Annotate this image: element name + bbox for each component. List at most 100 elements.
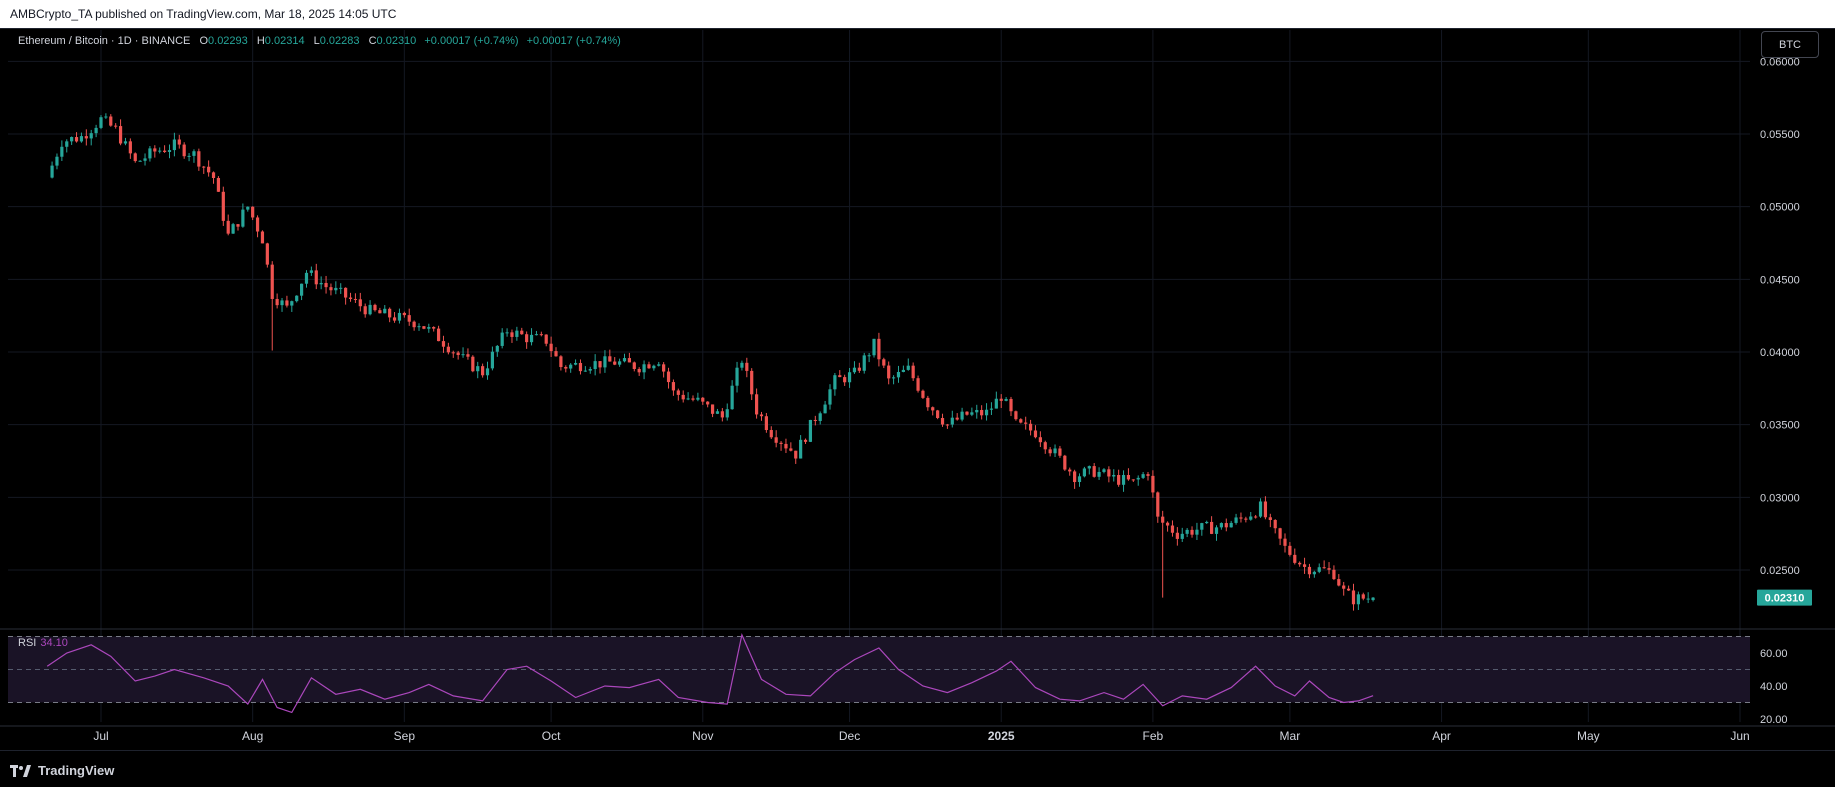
candle-up xyxy=(476,366,480,372)
candle-down xyxy=(559,356,563,368)
candle-up xyxy=(833,375,837,390)
price-axis-label: 0.06000 xyxy=(1760,56,1800,68)
candle-down xyxy=(412,321,416,328)
candle-up xyxy=(730,385,734,410)
tradingview-logo[interactable]: TradingView xyxy=(10,763,114,778)
candle-down xyxy=(182,144,186,157)
candle-up xyxy=(192,151,196,156)
candle-up xyxy=(1205,521,1209,524)
candle-up xyxy=(593,361,597,370)
candle-down xyxy=(1126,474,1131,480)
candle-down xyxy=(794,450,798,459)
candle-down xyxy=(691,398,695,400)
candle-up xyxy=(143,158,147,161)
candle-up xyxy=(1371,597,1375,601)
candle-down xyxy=(446,346,450,353)
candle-down xyxy=(329,287,333,291)
candle-down xyxy=(163,150,167,152)
candle-down xyxy=(720,411,724,418)
candle-up xyxy=(515,330,519,337)
candle-up xyxy=(740,362,744,368)
candle-up xyxy=(1097,471,1101,477)
rsi-axis-label: 20.00 xyxy=(1760,714,1788,726)
candle-up xyxy=(65,141,69,147)
candle-up xyxy=(397,312,402,321)
candle-down xyxy=(769,430,773,438)
candle-down xyxy=(1210,521,1214,534)
candle-down xyxy=(838,375,842,378)
candle-up xyxy=(138,160,142,162)
candle-down xyxy=(1263,501,1268,518)
candle-up xyxy=(309,270,313,273)
candle-down xyxy=(710,404,715,414)
currency-button[interactable]: BTC xyxy=(1761,31,1819,58)
candle-down xyxy=(84,136,88,139)
candle-up xyxy=(461,354,465,356)
candle-down xyxy=(1170,525,1175,533)
candle-down xyxy=(1063,455,1067,470)
candle-down xyxy=(1239,517,1243,519)
candle-down xyxy=(1009,398,1013,412)
candle-down xyxy=(750,370,754,395)
candle-up xyxy=(652,365,656,369)
candle-down xyxy=(177,139,181,145)
candle-down xyxy=(466,354,470,357)
candle-up xyxy=(319,282,323,285)
candle-down xyxy=(676,390,680,395)
candle-down xyxy=(118,126,123,144)
candle-down xyxy=(226,220,230,234)
candle-up xyxy=(1200,523,1204,530)
price-axis-label: 0.04500 xyxy=(1760,274,1800,286)
close-label: C xyxy=(368,35,377,47)
candle-down xyxy=(1073,471,1077,483)
candle-up xyxy=(1234,517,1238,523)
candle-down xyxy=(510,332,514,337)
candle-down xyxy=(520,330,524,335)
candle-up xyxy=(50,165,54,178)
candle-up xyxy=(1249,516,1253,520)
candle-up xyxy=(901,369,905,372)
candle-down xyxy=(1268,517,1272,521)
candle-up xyxy=(735,367,739,386)
candle-up xyxy=(603,356,607,368)
candle-down xyxy=(1244,518,1248,520)
candle-up xyxy=(622,358,627,362)
candle-down xyxy=(706,401,710,405)
candle-up xyxy=(1112,474,1116,477)
candle-up xyxy=(231,224,235,234)
candle-up xyxy=(725,409,729,418)
candle-up xyxy=(304,272,309,284)
symbol-title[interactable]: Ethereum / Bitcoin · 1D · BINANCE xyxy=(18,35,191,47)
rsi-label[interactable]: RSI xyxy=(18,637,37,649)
candle-down xyxy=(637,368,641,373)
candle-down xyxy=(275,298,279,306)
candle-down xyxy=(216,178,221,192)
candle-down xyxy=(1092,466,1096,477)
price-axis-label: 0.05000 xyxy=(1760,202,1800,214)
candle-down xyxy=(1014,411,1018,420)
candle-up xyxy=(975,409,979,413)
candle-down xyxy=(539,334,543,336)
candle-down xyxy=(544,334,548,344)
candle-down xyxy=(1165,522,1170,526)
candle-up xyxy=(290,301,294,306)
candle-down xyxy=(1273,520,1277,529)
candle-up xyxy=(500,332,504,346)
candle-up xyxy=(1082,468,1086,477)
candle-down xyxy=(441,341,446,347)
candle-up xyxy=(104,116,108,118)
candle-down xyxy=(456,352,460,356)
candle-down xyxy=(114,125,118,127)
candle-up xyxy=(1185,529,1189,534)
candle-up xyxy=(79,136,84,142)
candle-down xyxy=(1146,474,1150,476)
candle-up xyxy=(383,308,387,314)
candle-down xyxy=(1117,474,1121,485)
candle-down xyxy=(759,414,764,417)
candle-down xyxy=(940,417,945,425)
candle-down xyxy=(1224,523,1228,528)
time-axis-label: Mar xyxy=(1280,729,1301,743)
candle-down xyxy=(1298,562,1302,565)
candle-down xyxy=(202,166,206,168)
